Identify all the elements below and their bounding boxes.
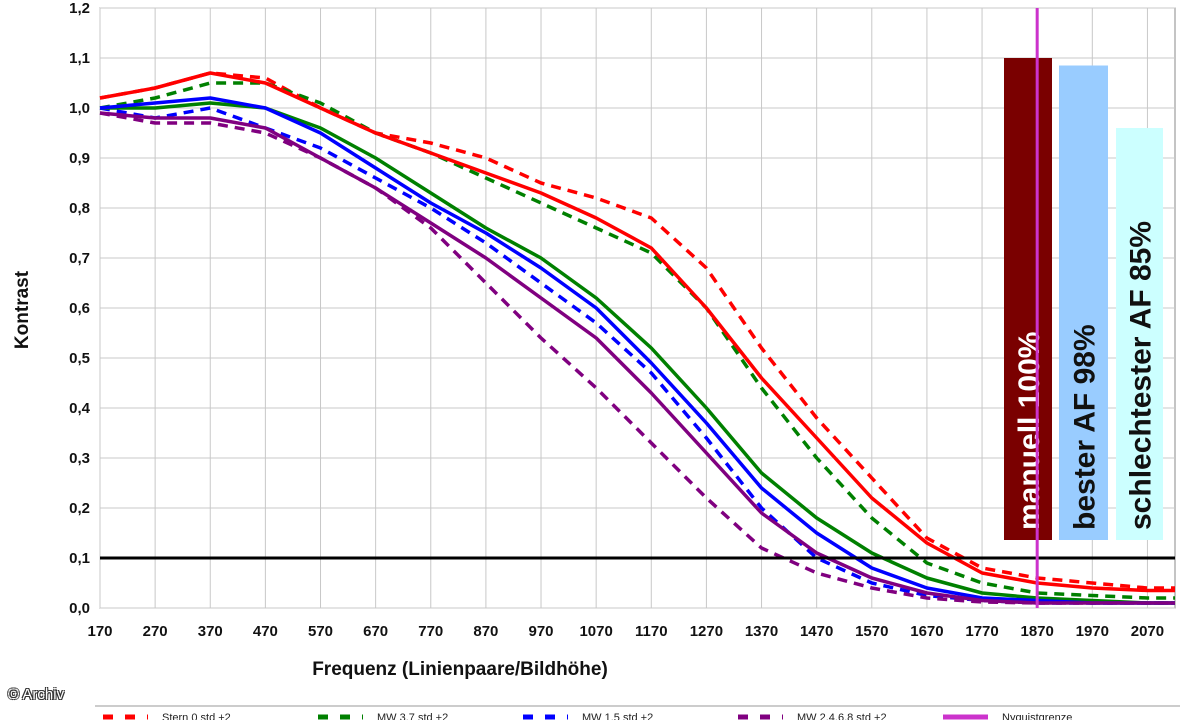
y-tick-label: 0,2 xyxy=(69,500,90,517)
series-line xyxy=(99,111,1175,605)
x-tick-label: 170 xyxy=(87,623,112,640)
x-tick-label: 1370 xyxy=(745,623,778,640)
x-tick-labels: 170 270 370 470 570 670 770 870 970 1070 1170 1270 1… xyxy=(87,623,1164,640)
copyright-label: © Archiv xyxy=(8,686,65,703)
x-tick-label: 1870 xyxy=(1020,623,1053,640)
af-bar-label: manuell 100% xyxy=(1013,332,1046,530)
y-tick-label: 0,6 xyxy=(69,300,90,317)
x-tick-label: 370 xyxy=(198,623,223,640)
x-tick-label: 1470 xyxy=(800,623,833,640)
legend-label: Stern 0 std +2 xyxy=(162,712,231,720)
x-tick-label: 1670 xyxy=(910,623,943,640)
series-line xyxy=(99,96,1175,605)
y-tick-label: 0,1 xyxy=(69,550,90,567)
x-tick-label: 1070 xyxy=(579,623,612,640)
y-tick-label: 0,9 xyxy=(69,150,90,167)
x-axis-title: Frequenz (Linienpaare/Bildhöhe) xyxy=(312,659,608,680)
x-tick-label: 470 xyxy=(253,623,278,640)
y-tick-label: 1,1 xyxy=(69,50,90,67)
af-bar xyxy=(1004,58,1052,540)
af-bar-label: schlechtester AF 85% xyxy=(1125,221,1158,530)
legend-label: Nyquistgrenze xyxy=(1002,712,1072,720)
y-tick-labels: 0,0 0,1 0,2 0,3 0,4 0,5 0,6 0,7 0,8 0,9 1,0 1,1 1,2 xyxy=(69,0,91,617)
y-tick-label: 0,3 xyxy=(69,450,90,467)
series-line xyxy=(99,111,1175,605)
y-tick-label: 1,0 xyxy=(69,100,90,117)
series-lines xyxy=(99,71,1175,605)
y-tick-label: 1,2 xyxy=(69,0,90,17)
y-tick-label: 0,5 xyxy=(69,350,90,367)
x-tick-label: 270 xyxy=(143,623,168,640)
af-bar xyxy=(1116,128,1163,540)
y-tick-label: 0,0 xyxy=(69,600,90,617)
legend-label: MW 1,5 std +2 xyxy=(582,712,653,720)
x-tick-label: 670 xyxy=(363,623,388,640)
y-tick-label: 0,4 xyxy=(69,400,91,417)
x-tick-label: 970 xyxy=(529,623,554,640)
x-tick-label: 1770 xyxy=(965,623,998,640)
legend-label: MW 2,4,6,8 std +2 xyxy=(797,712,887,720)
x-tick-label: 870 xyxy=(473,623,498,640)
x-tick-label: 2070 xyxy=(1131,623,1164,640)
y-tick-label: 0,8 xyxy=(69,200,90,217)
af-bars: manuell 100% bester AF 98% schlechtester A… xyxy=(1004,58,1163,540)
x-tick-label: 1170 xyxy=(635,623,668,640)
legend: Stern 0 std +2 MW 3,7 std +2 MW 1,5 std +2… xyxy=(95,705,1180,720)
x-tick-label: 1270 xyxy=(690,623,723,640)
x-tick-label: 770 xyxy=(418,623,443,640)
reference-lines xyxy=(100,8,1175,608)
y-tick-label: 0,7 xyxy=(69,250,90,267)
y-axis-title: Kontrast xyxy=(12,270,33,349)
legend-label: MW 3,7 std +2 xyxy=(377,712,448,720)
af-bar xyxy=(1059,65,1108,540)
series-line xyxy=(99,71,1175,593)
x-tick-label: 570 xyxy=(308,623,333,640)
af-bar-label: bester AF 98% xyxy=(1069,324,1102,530)
x-tick-label: 1570 xyxy=(855,623,888,640)
x-tick-label: 1970 xyxy=(1076,623,1109,640)
